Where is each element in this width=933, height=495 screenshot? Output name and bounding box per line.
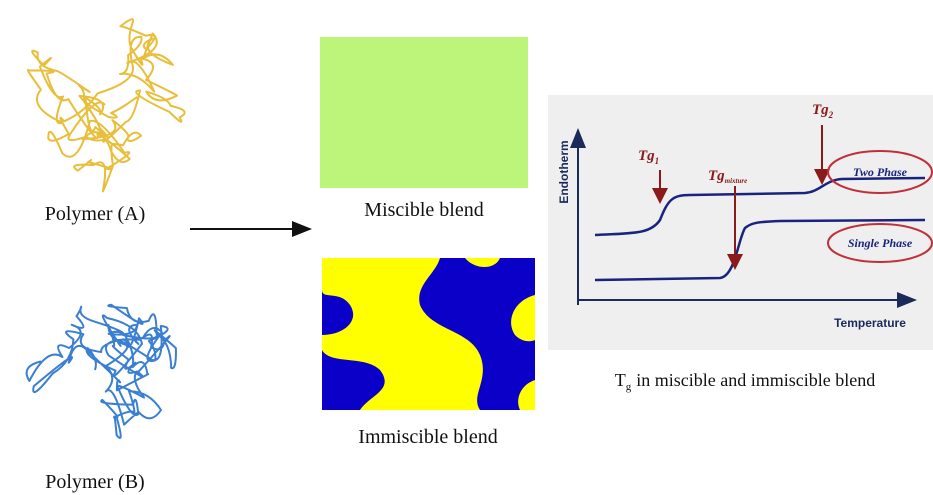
polymer-coils	[27, 19, 185, 438]
two-phase-label: Two Phase	[853, 165, 908, 179]
single-phase-label: Single Phase	[848, 236, 913, 250]
miscible-swatch	[320, 37, 528, 188]
y-axis-label: Endotherm	[557, 140, 571, 203]
graph: Endotherm Temperature Tg1 Tgmixture Tg2 …	[548, 95, 933, 350]
polymer-coil	[28, 19, 185, 191]
polymer-coil	[27, 305, 176, 438]
immiscible-swatch	[322, 258, 535, 410]
diagram: Polymer (A) Polymer (B) Miscible blend I…	[0, 0, 933, 495]
immiscible-label: Immiscible blend	[358, 426, 497, 448]
x-axis-label: Temperature	[834, 316, 906, 330]
polymer-b-label: Polymer (B)	[45, 471, 144, 493]
miscible-label: Miscible blend	[364, 199, 483, 221]
graph-panel	[548, 95, 933, 350]
polymer-a-label: Polymer (A)	[45, 203, 146, 225]
